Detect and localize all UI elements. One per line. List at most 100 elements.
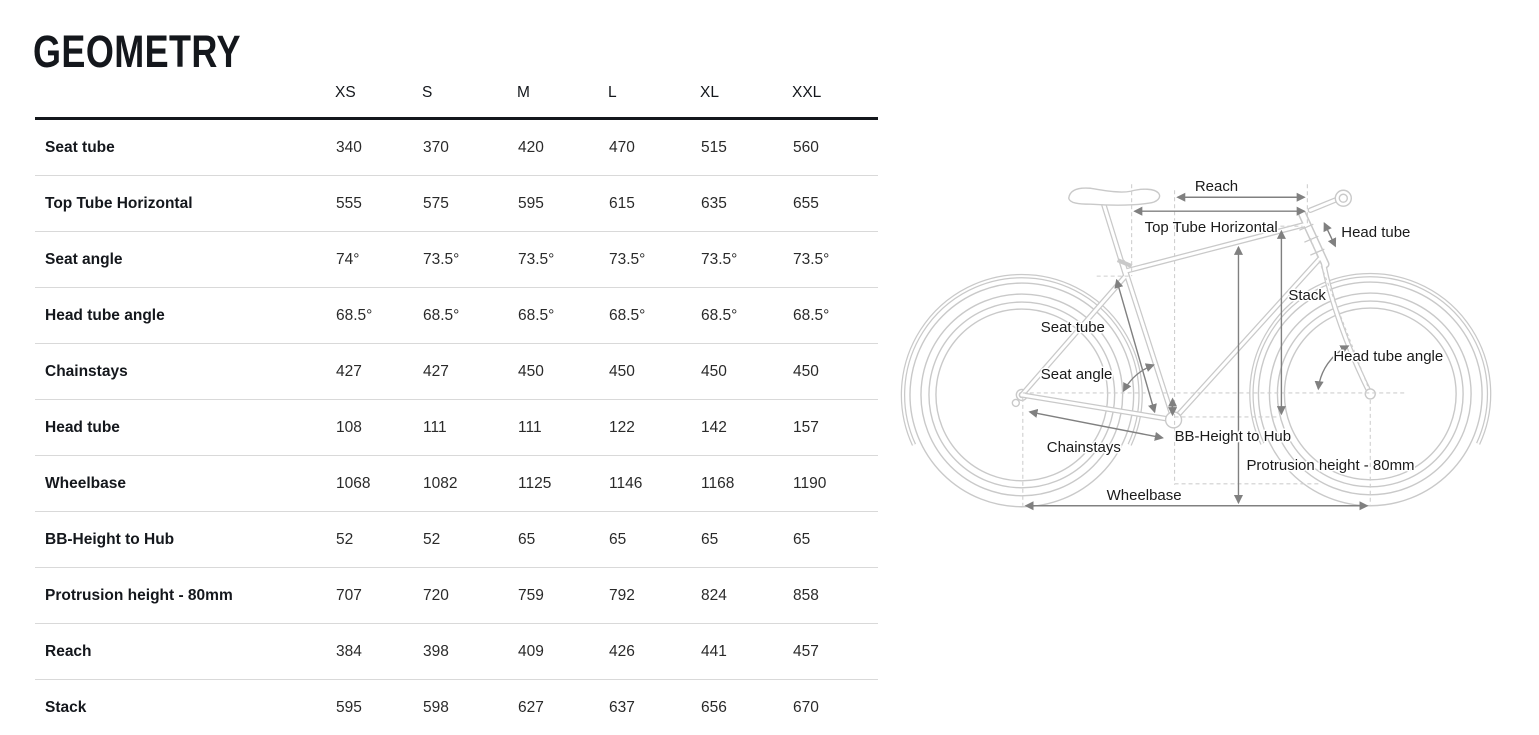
- cell: 409: [517, 624, 608, 680]
- cell: 655: [792, 176, 878, 232]
- diagram-label-chainstays: Chainstays: [1047, 439, 1121, 456]
- row-label: Wheelbase: [35, 456, 335, 512]
- cell: 575: [422, 176, 517, 232]
- cell: 68.5°: [335, 288, 422, 344]
- column-header: XXL: [792, 84, 878, 119]
- cell: 637: [608, 680, 700, 735]
- cell: 450: [792, 344, 878, 400]
- cell: 65: [608, 512, 700, 568]
- cell: 635: [700, 176, 792, 232]
- cell: 73.5°: [517, 232, 608, 288]
- cell: 824: [700, 568, 792, 624]
- cell: 73.5°: [792, 232, 878, 288]
- row-label: Seat tube: [35, 119, 335, 176]
- diagram-label-top-tube-horizontal: Top Tube Horizontal: [1145, 219, 1278, 236]
- row-label: Stack: [35, 680, 335, 735]
- row-label: BB-Height to Hub: [35, 512, 335, 568]
- diagram-label-bb-height-to-hub: BB-Height to Hub: [1175, 428, 1291, 445]
- cell: 68.5°: [422, 288, 517, 344]
- diagram-label-seat-angle: Seat angle: [1041, 366, 1113, 383]
- diagram-label-stack: Stack: [1288, 287, 1326, 304]
- diagram-label-head-tube: Head tube: [1341, 224, 1410, 241]
- column-header: XL: [700, 84, 792, 119]
- cell: 560: [792, 119, 878, 176]
- column-header: L: [608, 84, 700, 119]
- cell: 595: [335, 680, 422, 735]
- cell: 73.5°: [422, 232, 517, 288]
- bike-geometry-diagram: Reach Top Tube Horizontal Head tube Stac…: [899, 140, 1538, 560]
- cell: 1125: [517, 456, 608, 512]
- cell: 398: [422, 624, 517, 680]
- cell: 759: [517, 568, 608, 624]
- cell: 1146: [608, 456, 700, 512]
- cell: 108: [335, 400, 422, 456]
- diagram-label-wheelbase: Wheelbase: [1107, 487, 1182, 504]
- cell: 427: [335, 344, 422, 400]
- cell: 420: [517, 119, 608, 176]
- row-label: Chainstays: [35, 344, 335, 400]
- cell: 111: [517, 400, 608, 456]
- row-label: Head tube: [35, 400, 335, 456]
- cell: 858: [792, 568, 878, 624]
- cell: 470: [608, 119, 700, 176]
- row-label: Protrusion height - 80mm: [35, 568, 335, 624]
- cell: 157: [792, 400, 878, 456]
- cell: 441: [700, 624, 792, 680]
- cell: 450: [700, 344, 792, 400]
- diagram-label-protrusion-height: Protrusion height - 80mm: [1246, 457, 1414, 474]
- cell: 720: [422, 568, 517, 624]
- cell: 595: [517, 176, 608, 232]
- cell: 68.5°: [700, 288, 792, 344]
- handlebar-grip: [1335, 190, 1351, 206]
- cell: 52: [422, 512, 517, 568]
- diagram-label-reach: Reach: [1195, 178, 1238, 195]
- row-label: Head tube angle: [35, 288, 335, 344]
- column-header: M: [517, 84, 608, 119]
- cell: 122: [608, 400, 700, 456]
- cell: 450: [608, 344, 700, 400]
- diagram-label-seat-tube: Seat tube: [1041, 319, 1105, 336]
- row-label: Seat angle: [35, 232, 335, 288]
- column-header: S: [422, 84, 517, 119]
- cell: 670: [792, 680, 878, 735]
- cell: 615: [608, 176, 700, 232]
- cell: 52: [335, 512, 422, 568]
- cell: 457: [792, 624, 878, 680]
- cell: 515: [700, 119, 792, 176]
- cell: 1168: [700, 456, 792, 512]
- cell: 1082: [422, 456, 517, 512]
- page-title: GEOMETRY: [33, 26, 241, 78]
- cell: 73.5°: [608, 232, 700, 288]
- row-label: Top Tube Horizontal: [35, 176, 335, 232]
- cell: 555: [335, 176, 422, 232]
- cell: 426: [608, 624, 700, 680]
- bottom-bracket: [1166, 412, 1182, 428]
- cell: 450: [517, 344, 608, 400]
- column-header: XS: [335, 84, 422, 119]
- front-hub: [1365, 389, 1375, 399]
- cell: 370: [422, 119, 517, 176]
- cell: 68.5°: [792, 288, 878, 344]
- cell: 68.5°: [517, 288, 608, 344]
- diagram-label-head-tube-angle: Head tube angle: [1333, 348, 1443, 365]
- row-label: Reach: [35, 624, 335, 680]
- cell: 792: [608, 568, 700, 624]
- cell: 68.5°: [608, 288, 700, 344]
- cell: 1190: [792, 456, 878, 512]
- saddle: [1069, 188, 1160, 205]
- head-tube-arrow: [1324, 223, 1335, 246]
- cell: 74°: [335, 232, 422, 288]
